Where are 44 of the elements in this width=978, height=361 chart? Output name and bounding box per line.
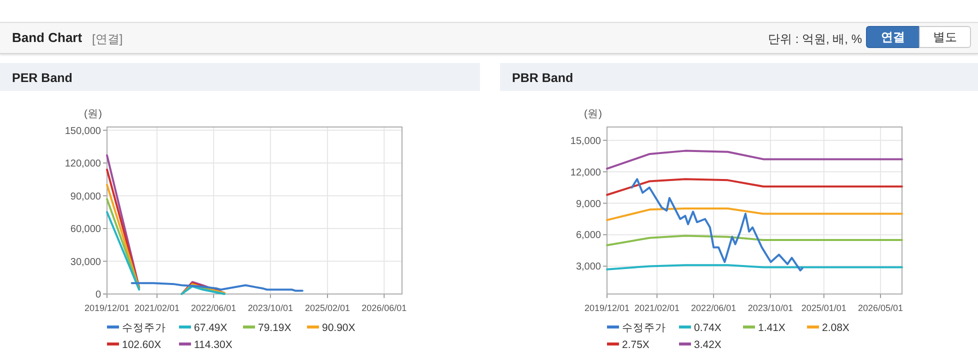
- y-tick-label: 60,000: [70, 224, 102, 236]
- y-tick-label: 30,000: [70, 256, 102, 268]
- legend-label: 수정주가: [622, 322, 666, 334]
- x-tick-label: 2019/12/01: [84, 303, 130, 313]
- x-tick-label: 2025/01/01: [801, 303, 846, 313]
- x-tick-label: 2021/02/01: [634, 303, 680, 313]
- y-tick-label: 150,000: [64, 126, 102, 137]
- y-tick-label: 9,000: [576, 198, 602, 210]
- legend-label: 3.42X: [694, 339, 722, 351]
- legend-label: 2.75X: [622, 339, 650, 351]
- chart-title: PBR Band: [512, 71, 574, 85]
- legend-label: 1.41X: [758, 322, 786, 334]
- chart-title: PER Band: [12, 71, 72, 85]
- y-tick-label: 0: [95, 290, 102, 300]
- x-tick-label: 2022/06/01: [191, 303, 236, 313]
- text: Band Chart: [12, 30, 82, 45]
- legend-label: 114.30X: [194, 339, 232, 351]
- text: 연결: [866, 26, 920, 48]
- legend-label: 79.19X: [258, 322, 292, 334]
- x-tick-label: 2019/12/01: [584, 303, 630, 313]
- text: 단위 : 억원, 배, %: [768, 31, 862, 48]
- legend-label: 0.74X: [694, 322, 722, 334]
- y-tick-label: 90,000: [70, 191, 102, 202]
- x-tick-label: 2023/10/01: [748, 303, 793, 313]
- text: [연결]: [92, 31, 123, 48]
- legend-label: 수정주가: [122, 322, 166, 334]
- text: 별도: [919, 26, 971, 48]
- legend-label: 67.49X: [194, 322, 228, 334]
- x-tick-label: 2021/02/01: [134, 303, 180, 313]
- y-axis-title: (원): [584, 108, 602, 120]
- y-axis-title: (원): [84, 108, 102, 120]
- y-tick-label: 15,000: [570, 136, 602, 147]
- legend-label: 102.60X: [122, 339, 162, 351]
- x-tick-label: 2023/10/01: [248, 303, 293, 313]
- y-tick-label: 3,000: [576, 262, 602, 273]
- x-tick-label: 2025/02/01: [304, 303, 350, 313]
- y-tick-label: 120,000: [64, 158, 102, 170]
- y-tick-label: 12,000: [570, 167, 602, 178]
- x-tick-label: 2026/05/01: [858, 303, 904, 313]
- legend-label: 2.08X: [822, 322, 850, 334]
- y-tick-label: 6,000: [576, 230, 602, 242]
- x-tick-label: 2022/06/01: [691, 303, 736, 313]
- x-tick-label: 2026/06/01: [362, 303, 407, 313]
- legend-label: 90.90X: [322, 322, 356, 334]
